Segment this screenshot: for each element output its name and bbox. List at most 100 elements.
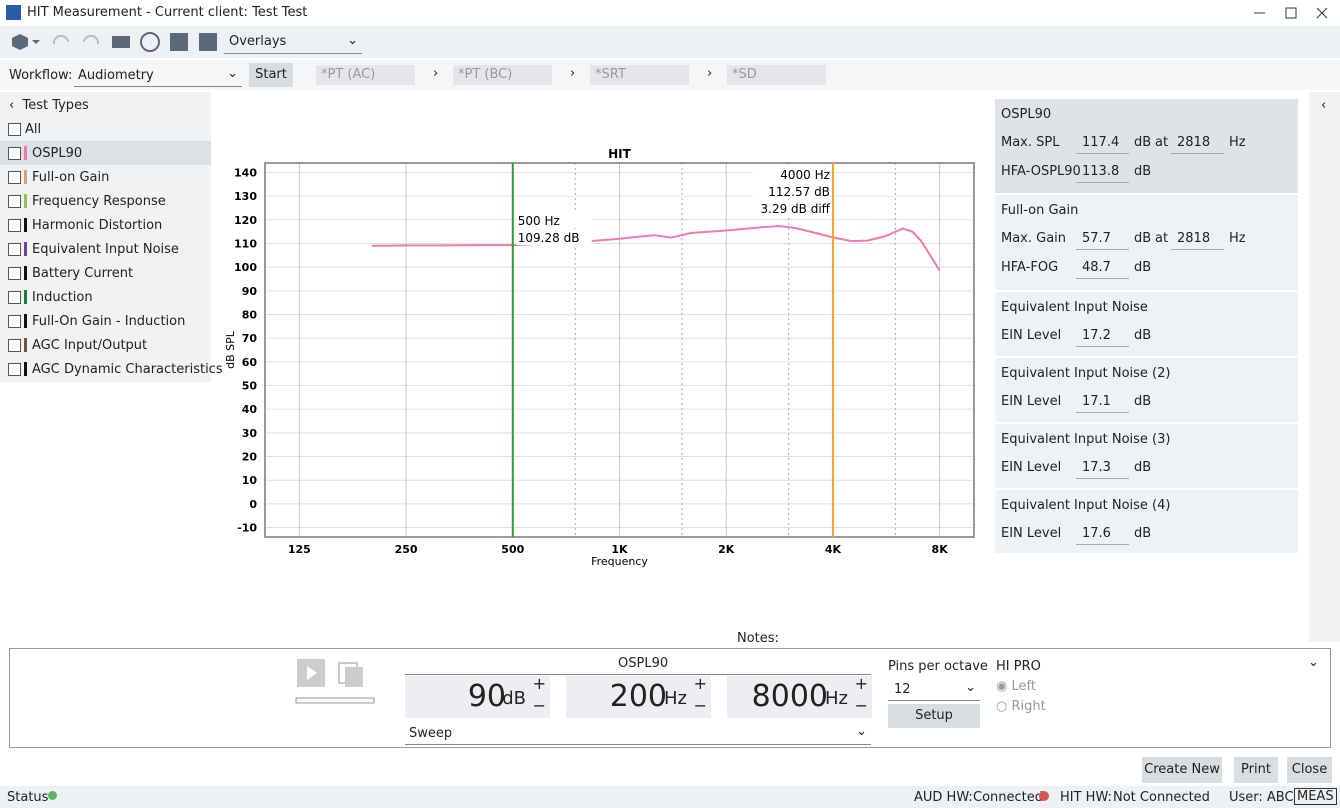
x-axis-label: Frequency bbox=[591, 555, 648, 568]
test-type[interactable]: Full-On Gain - Induction bbox=[32, 314, 186, 329]
right-radio[interactable]: ○ Right bbox=[996, 699, 1046, 714]
x-tick-label: 2K bbox=[718, 543, 735, 556]
value-field[interactable]: 8000 Hz + − bbox=[727, 674, 872, 718]
workflow-dropdown[interactable]: Audiometry ⌄ bbox=[74, 64, 242, 87]
cursor-label: 112.57 dB bbox=[768, 185, 830, 199]
result-unit: dB bbox=[1134, 260, 1152, 275]
checkbox[interactable] bbox=[8, 267, 21, 280]
step-arrow: › bbox=[433, 66, 439, 81]
result-value: 57.7 bbox=[1076, 231, 1129, 250]
checkbox[interactable] bbox=[8, 243, 21, 256]
test-types-panel: ‹ Test Types All bbox=[0, 92, 211, 382]
aud-label: AUD HW: bbox=[914, 790, 973, 805]
value-field[interactable]: 90 dB + − bbox=[405, 674, 550, 718]
result-value: 17.6 bbox=[1076, 526, 1129, 545]
value-field[interactable]: 200 Hz + − bbox=[566, 674, 711, 718]
start-button[interactable]: Start bbox=[249, 63, 293, 87]
test-type[interactable]: Induction bbox=[32, 290, 93, 305]
pins-dropdown[interactable]: 12 ⌄ bbox=[888, 678, 980, 701]
checkbox[interactable] bbox=[8, 171, 21, 184]
x-tick-label: 250 bbox=[395, 543, 418, 556]
cursor-label: 500 Hz bbox=[518, 214, 560, 228]
checkbox[interactable] bbox=[8, 147, 21, 160]
test-types-title: ‹ Test Types bbox=[9, 98, 89, 113]
result-label: HFA-OSPL90 bbox=[1001, 164, 1081, 179]
hit-state: Not Connected bbox=[1113, 790, 1210, 805]
type-color bbox=[24, 146, 27, 160]
step-arrow: › bbox=[707, 66, 713, 81]
test-type[interactable]: Frequency Response bbox=[32, 194, 166, 209]
controls-panel: OSPL90 Sweep ⌄ Pins per octave 12 ⌄ Setup … bbox=[9, 648, 1331, 748]
minus[interactable]: − bbox=[532, 696, 546, 715]
cursor-label-bg bbox=[752, 183, 829, 199]
y-tick-label: 110 bbox=[234, 237, 257, 250]
test-type[interactable]: Equivalent Input Noise bbox=[32, 242, 179, 257]
test-type[interactable]: Full-on Gain bbox=[32, 170, 110, 185]
checkbox[interactable] bbox=[8, 315, 21, 328]
result-label: HFA-FOG bbox=[1001, 260, 1059, 275]
plus[interactable]: + bbox=[532, 674, 546, 693]
minus[interactable]: − bbox=[854, 696, 868, 715]
test-type[interactable]: OSPL90 bbox=[32, 146, 83, 161]
result-at: at bbox=[1155, 135, 1169, 150]
test-types-title-text: Test Types bbox=[22, 98, 89, 113]
app-icon bbox=[6, 5, 21, 20]
field-value: 200 bbox=[609, 679, 667, 714]
toolbar-icons[interactable] bbox=[8, 30, 218, 54]
result-value: 17.2 bbox=[1076, 328, 1129, 347]
setup-button[interactable]: Setup bbox=[888, 704, 980, 728]
series-line bbox=[371, 224, 941, 271]
window-controls[interactable] bbox=[1250, 5, 1330, 21]
notes-label: Notes: bbox=[737, 631, 779, 646]
plus[interactable]: + bbox=[854, 674, 868, 693]
test-type[interactable]: Battery Current bbox=[32, 266, 134, 281]
checkbox[interactable] bbox=[8, 195, 21, 208]
checkbox[interactable] bbox=[8, 291, 21, 304]
checkbox[interactable] bbox=[8, 363, 21, 376]
workflow-step[interactable]: *SRT bbox=[590, 65, 689, 85]
checkbox[interactable] bbox=[8, 123, 21, 136]
result-unit: dB bbox=[1134, 164, 1152, 179]
result-label: EIN Level bbox=[1001, 460, 1062, 475]
control-title: OSPL90 bbox=[618, 656, 669, 671]
expand[interactable]: ⌄ bbox=[1308, 655, 1319, 670]
button[interactable]: Close bbox=[1287, 757, 1332, 783]
y-tick-label: 0 bbox=[249, 498, 257, 511]
plus[interactable]: + bbox=[693, 674, 707, 693]
side-collapse[interactable]: ‹ bbox=[1309, 92, 1340, 642]
field-unit: dB bbox=[502, 688, 526, 709]
type-color bbox=[24, 338, 27, 352]
workflow-step[interactable]: *PT (AC) bbox=[316, 65, 415, 85]
x-tick-label: 8K bbox=[932, 543, 949, 556]
checkbox[interactable] bbox=[8, 219, 21, 232]
section-title: Full-on Gain bbox=[1001, 203, 1079, 218]
minus[interactable]: − bbox=[693, 696, 707, 715]
workflow-step[interactable]: *SD bbox=[727, 65, 826, 85]
result-unit: dB bbox=[1134, 526, 1152, 541]
result-section bbox=[995, 358, 1298, 422]
test-type[interactable]: AGC Dynamic Characteristics bbox=[32, 362, 223, 377]
type-color bbox=[24, 242, 27, 256]
result-freq: 2818 bbox=[1171, 135, 1224, 154]
result-unit: dB bbox=[1134, 231, 1152, 246]
field-value: 8000 bbox=[751, 679, 828, 714]
result-label: Max. Gain bbox=[1001, 231, 1067, 246]
mode-indicator: MEAS bbox=[1294, 788, 1337, 805]
overlays-dropdown[interactable]: Overlays ⌄ bbox=[224, 31, 362, 54]
mode-dropdown[interactable]: Sweep ⌄ bbox=[405, 722, 871, 745]
x-tick-label: 4K bbox=[825, 543, 842, 556]
type-color bbox=[24, 362, 27, 376]
button[interactable]: Print bbox=[1234, 757, 1278, 783]
checkbox[interactable] bbox=[8, 339, 21, 352]
test-type[interactable]: AGC Input/Output bbox=[32, 338, 148, 353]
button[interactable]: Create New bbox=[1142, 757, 1222, 783]
section-title: Equivalent Input Noise bbox=[1001, 300, 1148, 315]
test-type[interactable]: Harmonic Distortion bbox=[32, 218, 163, 233]
type-color bbox=[24, 218, 27, 232]
result-value: 113.8 bbox=[1076, 164, 1129, 183]
play-controls[interactable] bbox=[295, 657, 375, 707]
workflow-step[interactable]: *PT (BC) bbox=[453, 65, 552, 85]
result-value: 48.7 bbox=[1076, 260, 1129, 279]
pins-label: Pins per octave bbox=[888, 659, 988, 674]
left-radio[interactable]: ◉ Left bbox=[996, 679, 1036, 694]
